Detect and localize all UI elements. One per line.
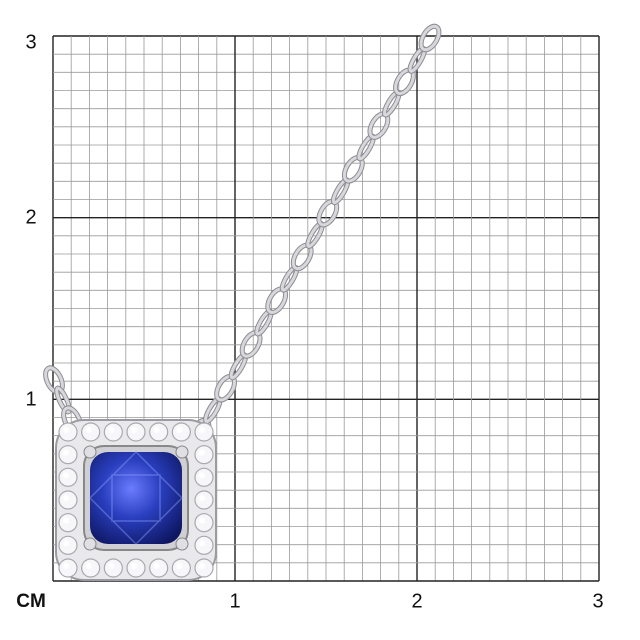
diamond-sparkle bbox=[199, 540, 205, 547]
diamond-sparkle bbox=[63, 472, 69, 479]
diamond-sparkle bbox=[108, 427, 115, 433]
x-tick-3: 3 bbox=[592, 590, 604, 613]
halo-diamonds bbox=[58, 422, 214, 578]
diamond-sparkle bbox=[85, 427, 92, 433]
y-tick-3: 3 bbox=[25, 31, 37, 54]
prong bbox=[175, 537, 189, 551]
diamond-sparkle bbox=[199, 449, 205, 456]
diamond-sparkle bbox=[176, 563, 183, 569]
prong bbox=[175, 445, 189, 459]
x-tick-1: 1 bbox=[229, 590, 241, 613]
chain-link-highlight bbox=[419, 24, 441, 52]
diamond-sparkle bbox=[85, 563, 92, 569]
diamond-sparkle bbox=[63, 427, 69, 433]
diamond-sparkle bbox=[63, 495, 69, 501]
diamond-sparkle bbox=[108, 563, 115, 569]
diamond-sparkle bbox=[153, 563, 160, 569]
diamond-sparkle bbox=[63, 563, 69, 569]
prong bbox=[83, 445, 97, 459]
chain bbox=[43, 23, 442, 447]
unit-label: CM bbox=[16, 591, 46, 612]
diamond-sparkle bbox=[63, 449, 69, 456]
diamond-sparkle bbox=[131, 563, 137, 569]
center-stone bbox=[90, 452, 182, 544]
diamond-sparkle bbox=[153, 427, 160, 433]
y-tick-2: 2 bbox=[25, 206, 37, 229]
stone-facets bbox=[88, 450, 184, 546]
diamond-sparkle bbox=[199, 495, 205, 501]
diamond-sparkle bbox=[63, 540, 69, 547]
diamond-sparkle bbox=[199, 427, 205, 433]
diamond-sparkle bbox=[131, 427, 137, 433]
measurement-grid bbox=[52, 35, 600, 582]
chain-link-highlight bbox=[55, 386, 71, 414]
diamond-sparkle bbox=[199, 472, 205, 479]
x-tick-2: 2 bbox=[411, 590, 423, 613]
diamond-sparkle bbox=[63, 517, 69, 524]
diamond-sparkle bbox=[176, 427, 183, 433]
diamond-sparkle bbox=[199, 517, 205, 524]
pendant bbox=[55, 419, 217, 581]
y-tick-1: 1 bbox=[25, 388, 37, 411]
diamond-sparkle bbox=[199, 563, 205, 569]
prong bbox=[83, 537, 97, 551]
